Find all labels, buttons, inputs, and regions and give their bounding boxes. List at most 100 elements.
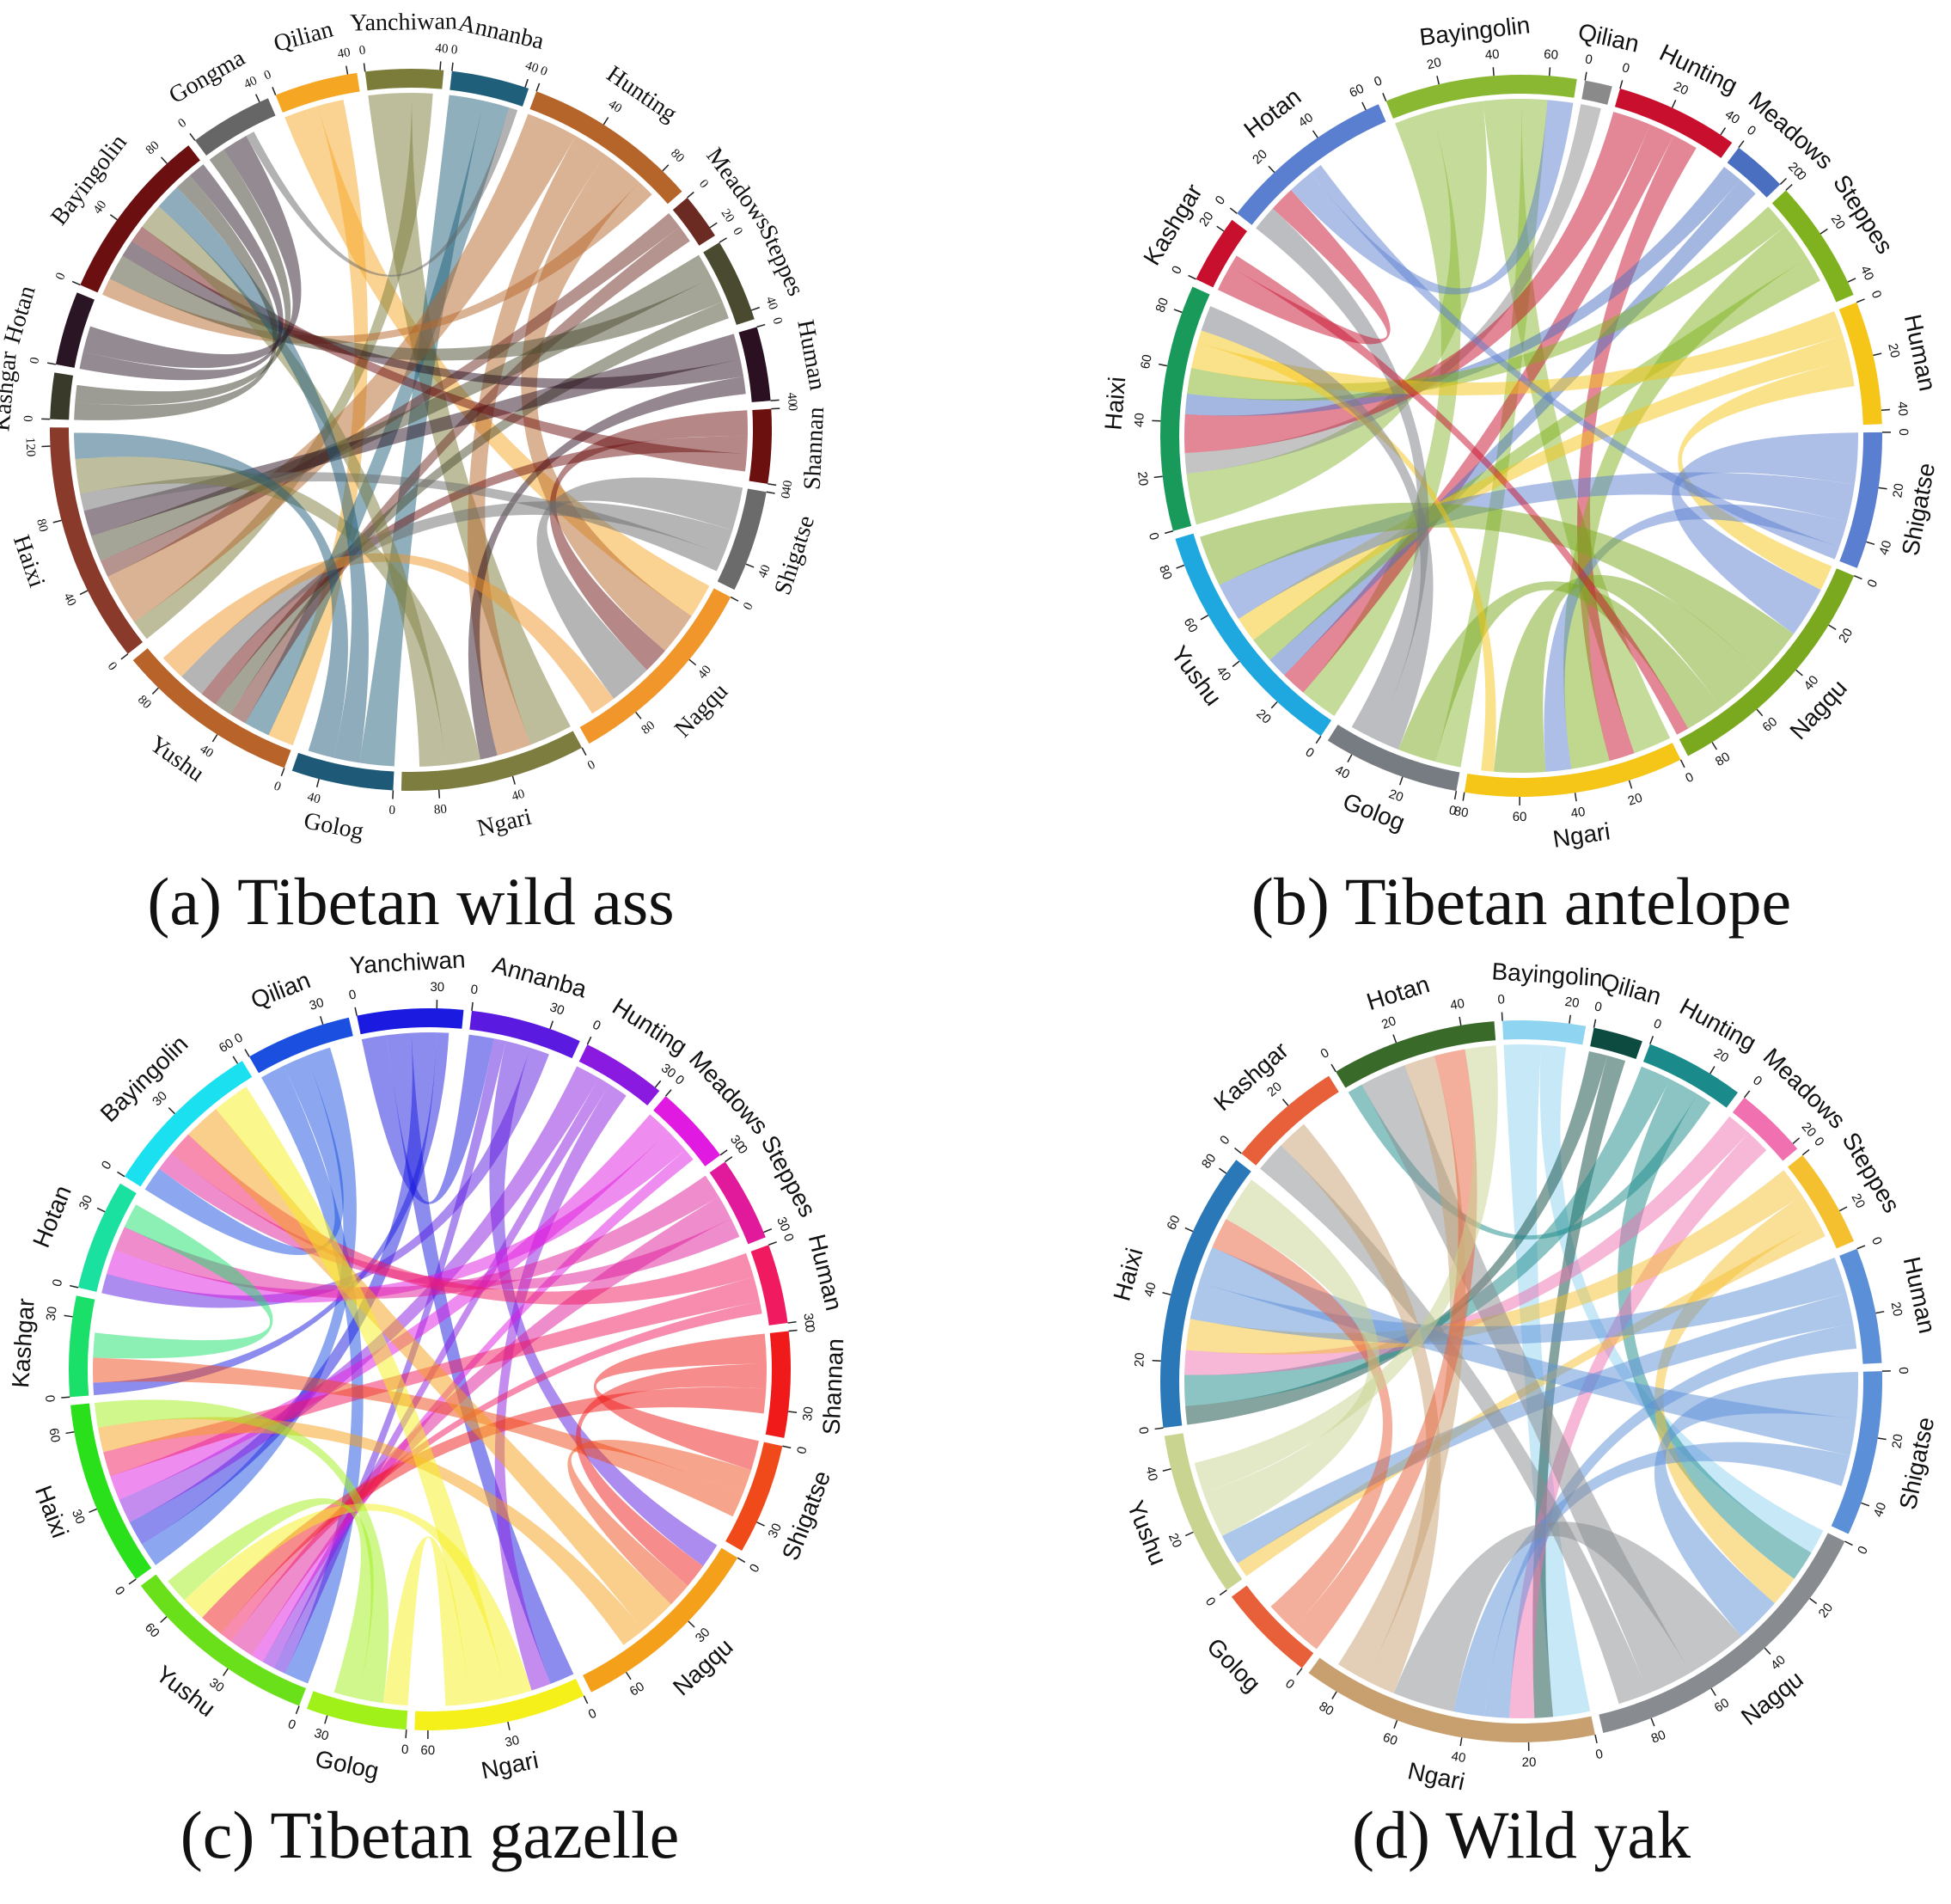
- tick-mark: [232, 1056, 239, 1064]
- tick-label: 40: [306, 790, 322, 806]
- tick-mark: [1184, 1531, 1194, 1537]
- tick-label: 40: [755, 563, 773, 580]
- tick-label: 60: [1138, 353, 1155, 370]
- tick-mark: [1853, 575, 1862, 580]
- tick-mark: [1873, 352, 1882, 357]
- chart-title: (d) Wild yak: [1352, 1797, 1691, 1872]
- tick-mark: [1216, 225, 1225, 232]
- tick-label: 30: [766, 1521, 785, 1540]
- tick-mark: [730, 596, 739, 602]
- tick-label: 0: [1448, 803, 1458, 818]
- tick-mark: [719, 237, 727, 243]
- sector-arc: [1788, 1154, 1855, 1249]
- tick-label: 20: [1711, 1046, 1731, 1066]
- tick-label: 60: [1164, 1213, 1183, 1232]
- tick-mark: [768, 483, 777, 487]
- tick-mark: [315, 778, 320, 788]
- chord: [100, 212, 680, 577]
- tick-mark: [788, 1411, 798, 1413]
- tick-mark: [1795, 669, 1803, 677]
- tick-mark: [1866, 541, 1875, 546]
- tick-mark: [1347, 754, 1353, 762]
- sector-arc: [140, 1574, 307, 1706]
- tick-mark: [451, 62, 454, 71]
- tick-label: 0: [1584, 52, 1593, 67]
- tick-label: 20: [1387, 787, 1405, 805]
- chord: [1203, 1179, 1379, 1537]
- chord: [97, 1417, 644, 1645]
- tick-label: 30: [44, 1306, 60, 1322]
- tick-label: 40: [1450, 1749, 1466, 1766]
- tick-mark: [1594, 1734, 1598, 1744]
- tick-mark: [96, 1207, 106, 1213]
- tick-label: 0: [347, 987, 358, 1002]
- sector-arc: [717, 488, 767, 591]
- chord: [93, 1357, 743, 1517]
- tick-label: 0: [388, 804, 395, 817]
- sector-arc: [1196, 219, 1248, 288]
- chord: [162, 553, 615, 714]
- sector-arc: [653, 1096, 721, 1166]
- tick-mark: [1856, 298, 1865, 303]
- chord: [1284, 124, 1674, 693]
- sector-arc: [55, 292, 95, 368]
- chord: [168, 1497, 374, 1699]
- sector-arc: [1581, 80, 1612, 105]
- tick-mark: [1711, 742, 1718, 750]
- sector-arc: [703, 242, 755, 326]
- chord: [74, 175, 278, 420]
- tick-mark: [664, 1089, 672, 1097]
- sector-arc: [50, 427, 143, 654]
- chord: [368, 93, 571, 745]
- tick-label: 0: [470, 983, 479, 998]
- tick-mark: [787, 1321, 797, 1324]
- tick-mark: [1165, 530, 1174, 535]
- sector-label: Shannan: [818, 1338, 849, 1435]
- sector-arc: [249, 1017, 353, 1074]
- tick-mark: [1162, 1468, 1171, 1472]
- sector-arc: [1160, 286, 1210, 531]
- chord: [1678, 360, 1855, 591]
- tick-mark: [1738, 140, 1745, 149]
- tick-mark: [211, 734, 218, 743]
- chord: [273, 1038, 506, 1674]
- tick-mark: [1398, 776, 1404, 786]
- chord: [1577, 135, 1697, 762]
- chord: [184, 1503, 532, 1698]
- tick-label: 30: [774, 1215, 792, 1234]
- tick-mark: [1296, 1668, 1303, 1676]
- tick-mark: [1877, 1437, 1887, 1441]
- sector-arc: [1590, 1027, 1642, 1060]
- tick-mark: [1188, 274, 1196, 280]
- tick-label: 80: [1649, 1728, 1668, 1747]
- tick-mark: [1315, 735, 1322, 744]
- tick-label: 0: [1896, 428, 1911, 436]
- tick-label: 40: [511, 787, 527, 805]
- sector-arc: [579, 588, 731, 744]
- tick-mark: [69, 1284, 79, 1289]
- tick-mark: [1229, 207, 1238, 214]
- tick-label: 30: [76, 1193, 96, 1212]
- tick-label: 0: [794, 1445, 810, 1455]
- tick-mark: [255, 94, 260, 103]
- chord: [536, 477, 743, 699]
- tick-mark: [1361, 101, 1367, 111]
- tick-mark: [1453, 791, 1458, 800]
- sector-arc: [1839, 432, 1883, 568]
- tick-mark: [688, 658, 697, 666]
- tick-mark: [189, 132, 196, 141]
- tick-label: 20: [1888, 1301, 1905, 1318]
- tick-mark: [1671, 100, 1677, 108]
- sector-arc: [1231, 1585, 1314, 1668]
- tick-mark: [244, 1049, 250, 1057]
- sector-arc: [1327, 724, 1460, 792]
- chord: [1503, 1044, 1591, 1717]
- tick-mark: [1392, 1034, 1398, 1044]
- tick-mark: [1569, 1014, 1571, 1024]
- tick-mark: [89, 1508, 97, 1513]
- chord: [75, 456, 480, 765]
- chord: [1672, 432, 1858, 634]
- tick-mark: [1393, 1720, 1398, 1729]
- chord: [1200, 502, 1795, 674]
- tick-mark: [1382, 93, 1387, 101]
